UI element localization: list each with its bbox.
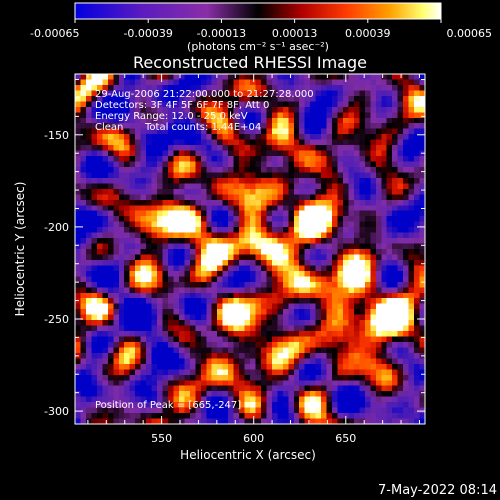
annotation-block: 29-Aug-2006 21:22:00.000 to 21:27:28.000… [95, 89, 314, 411]
plot-area [74, 73, 426, 425]
y-tick-label: -300 [44, 405, 69, 418]
colorbar-tick-label: -0.00065 [30, 27, 79, 40]
y-tick-label: -250 [44, 313, 69, 326]
y-tick-label: -150 [44, 129, 69, 142]
annotation-time-range: 29-Aug-2006 21:22:00.000 to 21:27:28.000 [95, 89, 314, 100]
colorbar-gradient [74, 2, 442, 20]
plot-frame [74, 73, 426, 425]
annotation-detectors: Detectors: 3F 4F 5F 6F 7F 8F, Att 0 [95, 100, 269, 111]
footer-date: 7-May-2022 08:14 [378, 483, 497, 498]
colorbar-tick-label: 0.00013 [272, 27, 318, 40]
x-tick-labels: 550 600 650 [151, 432, 356, 445]
annotation-peak: Position of Peak = [665,-247] [95, 400, 241, 411]
y-axis-label: Heliocentric Y (arcsec) [13, 182, 27, 317]
colorbar: -0.00065 -0.00039 -0.00013 0.00013 0.00039 0.… [30, 2, 492, 53]
colorbar-tick-label: 0.00065 [447, 27, 493, 40]
y-tick-labels: -150 -200 -250 -300 [44, 129, 69, 418]
x-tick-label: 550 [151, 432, 172, 445]
axis-ticks [75, 74, 425, 424]
heatmap-image [75, 74, 425, 424]
colorbar-unit-label: (photons cm⁻² s⁻¹ asec⁻²) [187, 40, 329, 53]
colorbar-tick-label: -0.00013 [197, 27, 246, 40]
colorbar-tick-label: -0.00039 [123, 27, 172, 40]
x-tick-label: 650 [335, 432, 356, 445]
y-tick-label: -200 [44, 221, 69, 234]
x-axis-label: Heliocentric X (arcsec) [180, 448, 316, 462]
colorbar-tick-label: 0.00039 [345, 27, 391, 40]
annotation-method: Clean [95, 122, 123, 133]
x-tick-label: 600 [243, 432, 264, 445]
colorbar-ticks [74, 19, 442, 23]
colorbar-tick-labels: -0.00065 -0.00039 -0.00013 0.00013 0.00039 0.… [30, 27, 492, 40]
chart-title: Reconstructed RHESSI Image [133, 53, 367, 72]
annotation-energy-range: Energy Range: 12.0 - 25.0 keV [95, 111, 248, 122]
annotation-total-counts: Total counts: 1.44E+04 [144, 122, 261, 133]
